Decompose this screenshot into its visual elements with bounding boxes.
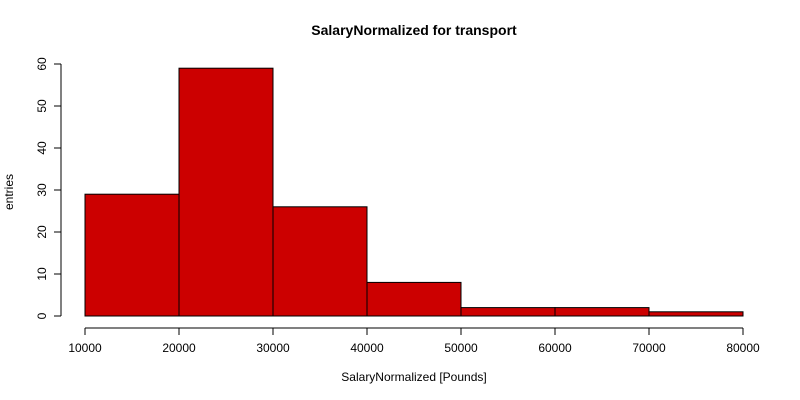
- y-axis: 0 10 20 30 40 50 60: [35, 57, 62, 319]
- x-tick-label: 10000: [68, 341, 102, 355]
- x-tick-label: 80000: [726, 341, 760, 355]
- y-axis-label: entries: [2, 174, 16, 210]
- histogram-bar-1: [178, 67, 274, 317]
- y-tick-label: 20: [35, 225, 49, 239]
- bars-group: [84, 67, 744, 317]
- histogram-bar-3: [366, 281, 462, 317]
- y-tick-label: 30: [35, 183, 49, 197]
- histogram-bar-0: [84, 193, 180, 317]
- y-tick-label: 10: [35, 267, 49, 281]
- y-tick-label: 40: [35, 141, 49, 155]
- x-tick-label: 30000: [256, 341, 290, 355]
- chart-title: SalaryNormalized for transport: [311, 22, 517, 38]
- x-axis: 10000 20000 30000 40000 50000 60000 70000 80000: [68, 327, 760, 355]
- x-axis-label: SalaryNormalized [Pounds]: [341, 370, 486, 384]
- histogram-bar-4: [460, 307, 556, 317]
- histogram-bar-6: [648, 311, 744, 317]
- histogram-bar-5: [554, 307, 650, 317]
- x-tick-label: 60000: [538, 341, 572, 355]
- x-tick-label: 50000: [444, 341, 478, 355]
- y-tick-label: 0: [35, 312, 49, 319]
- x-tick-label: 70000: [632, 341, 666, 355]
- x-tick-label: 20000: [162, 341, 196, 355]
- y-tick-label: 60: [35, 57, 49, 71]
- y-tick-label: 50: [35, 99, 49, 113]
- x-tick-label: 40000: [350, 341, 384, 355]
- histogram-bar-2: [272, 206, 368, 317]
